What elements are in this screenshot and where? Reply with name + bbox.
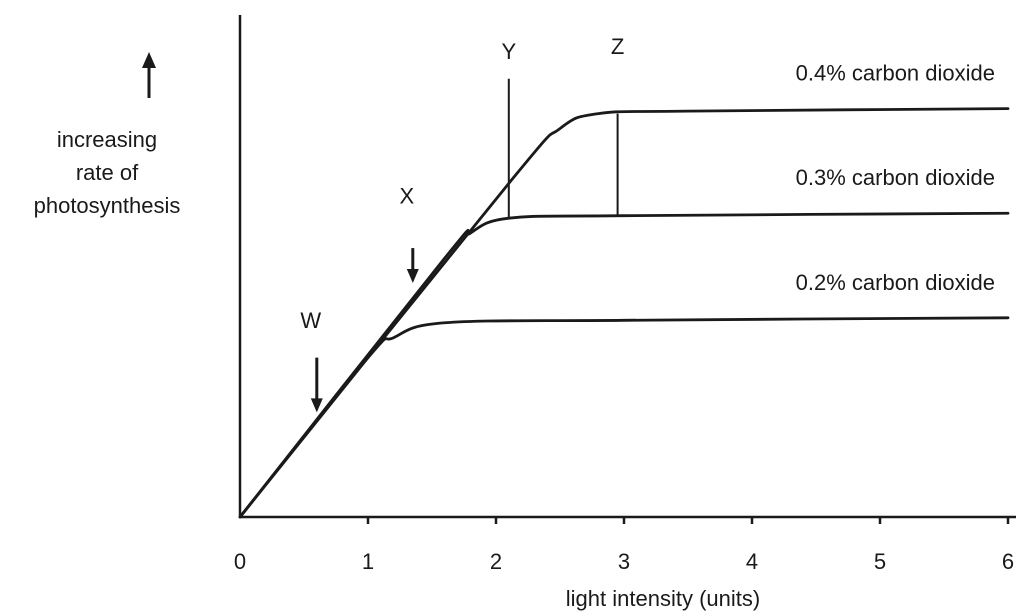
series-line [238, 316, 1010, 519]
x-tick-label: 3 [618, 549, 630, 574]
y-axis-title-line-1: increasing [57, 127, 157, 152]
labels: 0.4% carbon dioxide 0.3% carbon dioxide 0.… [796, 61, 995, 295]
series-label: 0.4% carbon dioxide [796, 61, 995, 86]
x-tick-label: 4 [746, 549, 758, 574]
up-arrow-head [142, 52, 156, 68]
y-axis-title-line-3: photosynthesis [34, 193, 181, 218]
y-axis-title-line-2: rate of [76, 160, 139, 185]
x-tick-label: 1 [362, 549, 374, 574]
series-curves [238, 107, 1010, 519]
x-ticks: 0 1 2 3 4 5 6 [234, 517, 1014, 574]
marker-label: X [399, 183, 414, 208]
marker-label: W [300, 308, 321, 333]
series-line [238, 107, 1010, 519]
markers: W X Y Z [300, 34, 624, 413]
marker-label: Y [501, 39, 516, 64]
x-tick-label: 6 [1002, 549, 1014, 574]
marker-label: Z [611, 34, 624, 59]
down-arrow-head [406, 268, 419, 283]
x-axis-title: light intensity (units) [566, 586, 760, 611]
series-label: 0.2% carbon dioxide [796, 270, 995, 295]
down-arrow-head [310, 398, 323, 413]
x-tick-label: 5 [874, 549, 886, 574]
y-axis-title: increasing rate of photosynthesis [34, 52, 181, 218]
series-line [238, 211, 1010, 519]
x-tick-label: 2 [490, 549, 502, 574]
series-label: 0.3% carbon dioxide [796, 165, 995, 190]
x-tick-label: 0 [234, 549, 246, 574]
